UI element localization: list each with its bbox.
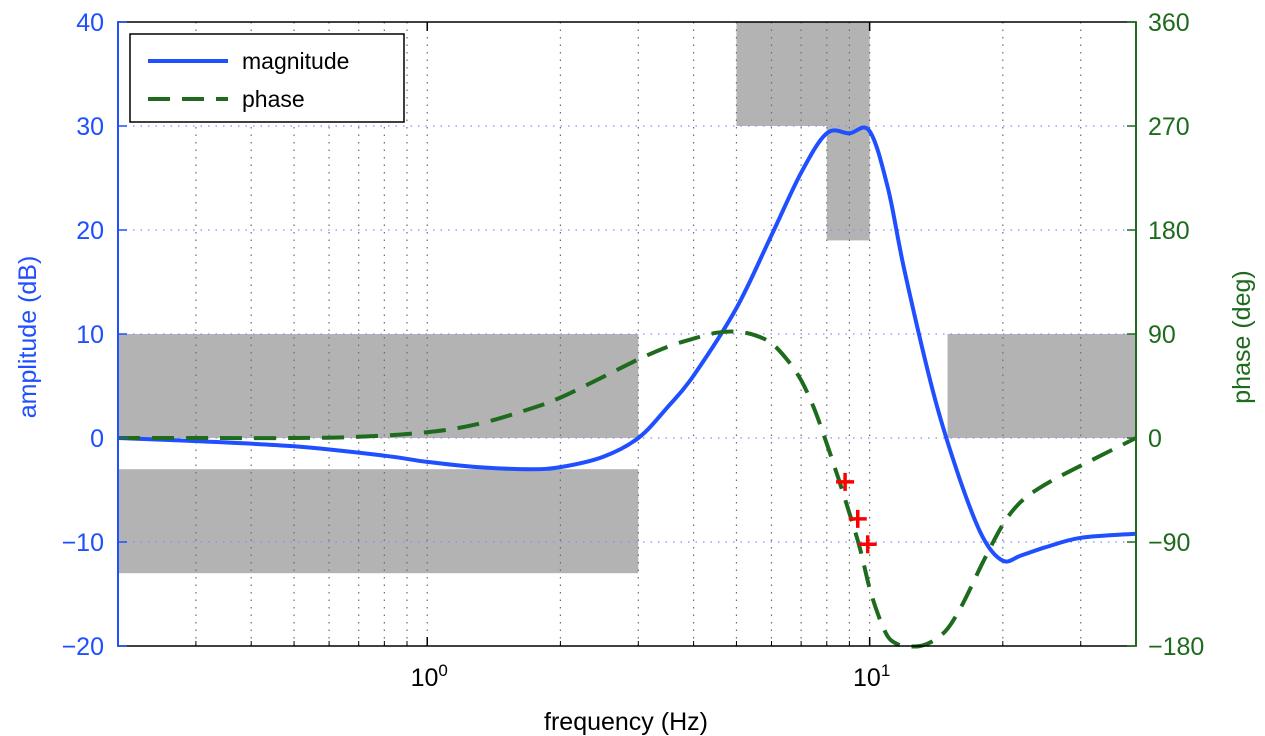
magnitude-series-line <box>117 125 1137 564</box>
phase-marker <box>858 535 877 554</box>
x-tick-label: 100 <box>411 661 448 692</box>
shaded-region-4 <box>947 334 1136 438</box>
left-y-tick-label: −20 <box>62 633 104 661</box>
right-y-tick-label: −180 <box>1148 633 1204 661</box>
right-y-tick-label: 180 <box>1148 217 1190 245</box>
right-y-tick-label: −90 <box>1148 529 1190 557</box>
legend-box <box>129 33 405 123</box>
legend-magnitude-label: magnitude <box>242 48 349 74</box>
shaded-regions <box>118 22 1136 574</box>
left-y-tick-label: 40 <box>76 9 104 37</box>
x-axis-label: frequency (Hz) <box>544 708 708 736</box>
right-y-tick-label: 0 <box>1148 425 1162 453</box>
left-y-tick-label: 0 <box>90 425 104 453</box>
right-y-axis-label: phase (deg) <box>1228 270 1256 403</box>
phase-marker <box>836 472 855 491</box>
right-y-tick-label: 360 <box>1148 9 1190 37</box>
left-y-tick-label: 30 <box>76 113 104 141</box>
left-y-tick-label: 10 <box>76 321 104 349</box>
series-lines <box>117 125 1137 649</box>
shaded-region-2 <box>736 22 870 126</box>
shaded-region-3 <box>826 126 870 241</box>
left-y-axis-label: amplitude (dB) <box>14 256 42 419</box>
legend-phase-label: phase <box>242 86 305 112</box>
grid-lines <box>118 22 1136 646</box>
phase-markers <box>836 472 877 554</box>
right-y-tick-label: 90 <box>1148 321 1176 349</box>
right-y-tick-label: 270 <box>1148 113 1190 141</box>
phase-series-line <box>117 329 1137 649</box>
phase-marker <box>848 509 867 528</box>
shaded-region-0 <box>118 334 639 438</box>
left-y-tick-label: −10 <box>62 529 104 557</box>
axis-ticks: 100 101 −20 −10 0 10 20 30 40 −180 −90 0 90 180 270 360 <box>62 9 1205 692</box>
left-y-tick-label: 20 <box>76 217 104 245</box>
x-tick-label: 101 <box>853 661 890 692</box>
legend: magnitude phase <box>129 33 405 123</box>
shaded-region-1 <box>118 469 639 574</box>
